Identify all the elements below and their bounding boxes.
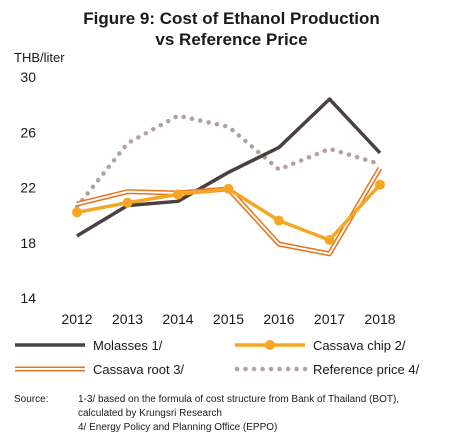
- y-tick-label: 22: [20, 180, 36, 196]
- data-point: [274, 215, 284, 226]
- data-point: [173, 189, 183, 200]
- series-molasses-1: [76, 97, 382, 238]
- x-tick-label: 2012: [61, 311, 92, 327]
- legend-item: Molasses 1/: [15, 338, 163, 353]
- source-line-1: 1-3/ based on the formula of cost struct…: [78, 394, 400, 405]
- y-tick-label: 26: [20, 124, 36, 140]
- legend-item: Cassava root 3/: [15, 362, 184, 377]
- y-axis-label: THB/liter: [14, 50, 65, 65]
- y-tick-label: 18: [20, 235, 36, 251]
- x-tick-label: 2018: [364, 311, 395, 327]
- chart-title-line-1: Figure 9: Cost of Ethanol Production: [83, 9, 380, 28]
- y-tick-label: 14: [20, 290, 36, 306]
- series-cassava-chip-2: [72, 179, 385, 245]
- source-label: Source:: [14, 394, 49, 405]
- y-tick-label: 30: [20, 69, 36, 85]
- legend-label: Cassava chip 2/: [313, 338, 406, 353]
- x-tick-label: 2017: [314, 311, 345, 327]
- legend-item: Reference price 4/: [234, 362, 420, 377]
- y-axis-ticks: 14 18 22 26 30: [20, 69, 36, 306]
- x-axis-ticks: 2012 2013 2014 2015 2016 2017 2018: [61, 311, 395, 327]
- source-line-3: 4/ Energy Policy and Planning Office (EP…: [78, 422, 278, 433]
- x-tick-label: 2014: [162, 311, 193, 327]
- x-tick-label: 2016: [263, 311, 294, 327]
- legend-label: Molasses 1/: [93, 338, 163, 353]
- data-point: [324, 234, 335, 245]
- source-line-2: calculated by Krungsri Research: [78, 408, 222, 419]
- source-note: Source: 1-3/ based on the formula of cos…: [14, 393, 399, 435]
- x-tick-label: 2015: [213, 311, 244, 327]
- x-tick-label: 2013: [112, 311, 143, 327]
- legend-label: Cassava root 3/: [93, 362, 184, 377]
- legend: Molasses 1/Cassava chip 2/Cassava root 3…: [15, 338, 420, 377]
- series-lines: [72, 97, 385, 257]
- chart-title: Figure 9: Cost of Ethanol Production vs …: [0, 8, 463, 50]
- data-point: [72, 207, 82, 218]
- series-line: [76, 166, 383, 257]
- series-cassava-root-3: [76, 166, 383, 257]
- series-line: [76, 97, 382, 238]
- legend-label: Reference price 4/: [313, 362, 420, 377]
- chart-title-line-2: vs Reference Price: [155, 30, 308, 49]
- legend-marker: [265, 340, 275, 350]
- data-point: [375, 179, 385, 190]
- legend-item: Cassava chip 2/: [235, 338, 406, 353]
- data-point: [122, 197, 133, 208]
- data-point: [223, 183, 234, 194]
